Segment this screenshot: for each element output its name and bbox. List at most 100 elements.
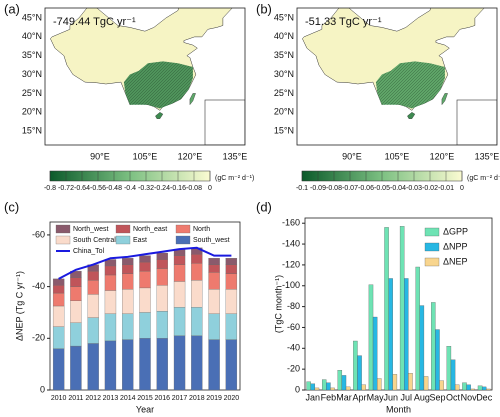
x-tick-label: 2012 [85, 395, 101, 402]
bar [486, 388, 491, 391]
bar-segment [70, 322, 82, 347]
bar [446, 346, 452, 391]
bar-segment [173, 335, 186, 391]
annotation: -749.44 TgC yr⁻¹ [53, 16, 136, 28]
lat-label: 20°N [274, 107, 294, 117]
x-tick-label: Jan [306, 392, 321, 402]
colorbar-label: -0.09 [310, 185, 326, 192]
y-tick-label: -20 [32, 333, 45, 343]
bar-segment [104, 340, 117, 391]
colorbar-label: -0.04 [390, 185, 406, 192]
bar [357, 355, 362, 391]
legend-swatch [424, 227, 440, 237]
bar-segment [70, 277, 82, 287]
bar-segment [173, 264, 186, 282]
bar-segment [173, 255, 186, 265]
colorbar-label: -0.72 [58, 185, 74, 192]
bar-segment [70, 300, 82, 323]
bar [372, 316, 378, 391]
bar [310, 383, 316, 391]
x-axis-label: Year [136, 404, 154, 414]
y-tick-label: -100 [282, 280, 300, 290]
colorbar-label: -0.24 [154, 185, 170, 192]
total-line [58, 246, 232, 280]
lon-label: 105°E [133, 151, 158, 161]
colorbar-label: 0 [460, 185, 464, 192]
x-tick-label: 2013 [103, 395, 119, 402]
y-axis-label: ΔNEP (Tg C yr⁻¹) [14, 271, 24, 341]
legend-label: North_east [133, 226, 167, 233]
panel-label: (d) [256, 199, 272, 214]
bar-segment [122, 273, 134, 290]
legend-label: ΔGPP [443, 226, 468, 236]
lon-label: 90°E [342, 151, 362, 161]
bar [368, 284, 374, 391]
legend-label: North [193, 226, 210, 233]
x-tick-label: 2010 [51, 395, 67, 402]
bar-segment [139, 255, 151, 263]
bar [314, 387, 320, 391]
lat-label: 15°N [274, 125, 294, 135]
bar-segment [122, 258, 134, 265]
y-tick-label: 0 [295, 384, 300, 394]
south-hatch [123, 61, 193, 109]
y-tick-label: 0 [40, 384, 45, 394]
y-tick-label: -60 [287, 322, 300, 332]
legend-label: ΔNPP [443, 241, 468, 251]
inset [204, 99, 245, 145]
bar [431, 302, 436, 391]
lat-label: 30°N [22, 69, 42, 79]
taiwan [189, 93, 196, 106]
bar [392, 374, 398, 391]
bar-segment [225, 313, 238, 340]
bar-segment [225, 289, 238, 314]
legend-swatch [424, 257, 440, 267]
bar-segment [52, 326, 65, 349]
bar [388, 278, 393, 391]
bar [439, 380, 444, 391]
bar-segment [87, 280, 99, 295]
bar [306, 381, 311, 391]
bar [337, 370, 343, 391]
colorbar-unit: (gC m⁻² d⁻¹) [467, 175, 500, 182]
bar [326, 382, 331, 391]
bar [361, 384, 366, 391]
lat-label: 25°N [274, 88, 294, 98]
x-tick-label: 2018 [189, 395, 205, 402]
lat-label: 30°N [274, 69, 294, 79]
x-tick-label: Apr [353, 392, 367, 402]
bar-segment [208, 258, 220, 265]
colorbar-label: -0.8 [44, 185, 56, 192]
bar [408, 373, 413, 391]
bar-segment [122, 313, 134, 340]
colorbar-label: -0.01 [438, 185, 454, 192]
bar-segment [70, 345, 82, 391]
bar-segment [87, 270, 99, 281]
bar-segment [87, 343, 99, 391]
lon-label: 120°E [178, 151, 203, 161]
colorbar-label: -0.08 [186, 185, 202, 192]
bar [321, 379, 327, 391]
lat-label: 45°N [274, 12, 294, 22]
bar-segment [225, 273, 238, 290]
lat-label: 45°N [22, 12, 42, 22]
bar-segment [139, 270, 151, 289]
taiwan [441, 93, 448, 106]
bar-segment [208, 272, 220, 290]
bar-segment [225, 264, 238, 274]
bar-segment [156, 252, 168, 260]
x-tick-label: Feb [321, 392, 337, 402]
legend-label: South_west [193, 237, 230, 244]
annotation: -51.33 TgC yr⁻¹ [305, 16, 382, 28]
lat-label: 20°N [22, 107, 42, 117]
bar [423, 376, 429, 391]
bar [462, 382, 467, 391]
bar-segment [139, 312, 151, 339]
bar [470, 388, 476, 391]
bar [454, 384, 460, 391]
hainan [155, 112, 164, 119]
bar-segment [122, 339, 134, 391]
map-frame [44, 7, 246, 146]
x-tick-label: 2016 [154, 395, 170, 402]
bar-segment [156, 338, 168, 391]
